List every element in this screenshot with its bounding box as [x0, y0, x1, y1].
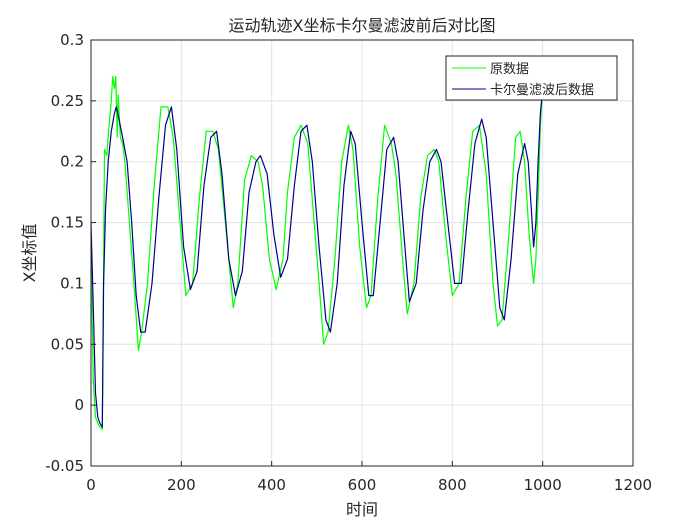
y-axis-title: X坐标值 — [20, 224, 39, 283]
y-tick-label: 0.15 — [51, 214, 84, 232]
legend-box — [445, 55, 618, 101]
y-tick-label: 0 — [74, 396, 84, 414]
x-tick-label: 0 — [86, 476, 96, 494]
ticks: 0 200 400 600 800 1000 1200-0.0500.050.10.150.… — [45, 31, 652, 494]
y-tick-label: 0.3 — [60, 31, 84, 49]
legend: 原数据 卡尔曼滤波后数据 — [445, 55, 618, 101]
y-tick-label: -0.05 — [45, 457, 84, 475]
y-tick-label: 0.25 — [51, 92, 84, 110]
x-tick-label: 800 — [438, 476, 467, 494]
x-tick-label: 1000 — [524, 476, 562, 494]
y-tick-label: 0.05 — [51, 335, 84, 353]
x-tick-label: 600 — [348, 476, 377, 494]
chart-title: 运动轨迹X坐标卡尔曼滤波前后对比图 — [229, 16, 496, 35]
x-axis-title: 时间 — [346, 500, 378, 519]
x-tick-label: 200 — [167, 476, 196, 494]
y-tick-label: 0.1 — [60, 274, 84, 292]
y-tick-label: 0.2 — [60, 153, 84, 171]
series-group — [90, 64, 546, 431]
legend-label-kalman: 卡尔曼滤波后数据 — [490, 83, 594, 98]
x-tick-label: 1200 — [614, 476, 652, 494]
series-line-kalman — [90, 76, 546, 428]
x-tick-label: 400 — [257, 476, 286, 494]
legend-label-raw: 原数据 — [490, 62, 529, 77]
